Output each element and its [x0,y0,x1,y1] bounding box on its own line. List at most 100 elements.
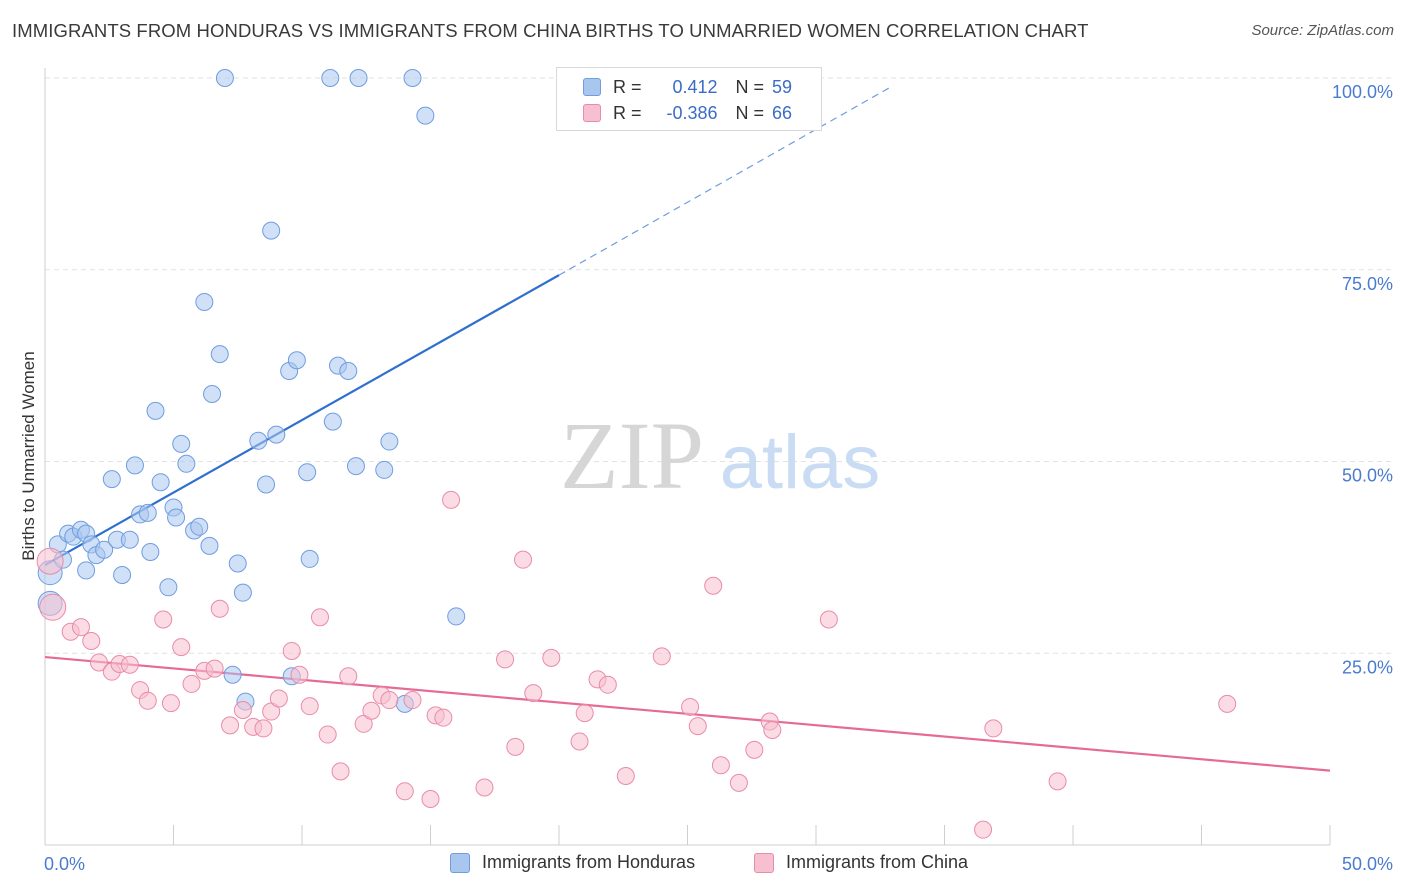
china-legend-swatch-icon [754,852,774,873]
r-label: R = [613,76,642,97]
honduras-point [177,454,196,473]
china-point [161,694,180,713]
china-point [745,740,764,759]
axis-labels: 25.0% 50.0% 75.0% 100.0% 0.0% 50.0% [44,82,1393,874]
china-point [704,576,723,595]
stats-legend-row-china: R = -0.386 N = 66 [583,101,792,125]
data-points [36,69,1237,839]
china-point [82,631,101,650]
china-point [154,610,173,629]
honduras-point [77,561,96,580]
honduras-point [125,456,144,475]
honduras-point [233,583,252,602]
honduras-point [339,361,358,380]
china-point [506,737,525,756]
honduras-point [346,457,365,476]
china-point [524,684,543,703]
china-point [89,653,108,672]
honduras-point [267,425,286,444]
y-tick-label: 50.0% [1342,466,1393,486]
honduras-point [349,69,368,87]
china-point [182,674,201,693]
stats-legend: R = 0.412 N = 59 R = -0.386 N = 66 [556,67,822,131]
honduras-point [403,69,422,87]
honduras-point [380,432,399,451]
legend-item-china: Immigrants from China [754,852,968,873]
y-axis-title: Births to Unmarried Women [19,351,38,560]
r-label: R = [613,102,642,123]
china-point [475,778,494,797]
y-tick-label: 100.0% [1332,82,1393,102]
honduras-point [287,351,306,370]
china-point [496,650,515,669]
r-value: -0.386 [666,102,718,123]
china-point [688,717,707,736]
china-point [290,665,309,684]
china-point [598,675,617,694]
stats-legend-row-honduras: R = 0.412 N = 59 [583,75,792,99]
y-tick-label: 75.0% [1342,274,1393,294]
china-point [729,773,748,792]
gridlines [45,77,1395,654]
china-point [269,689,288,708]
china-point [711,756,730,775]
source-label: Source: ZipAtlas.com [1251,22,1394,39]
china-swatch-icon [583,104,601,122]
honduras-point [300,549,319,568]
honduras-point [228,554,247,573]
china-point [616,766,635,785]
y-tick-label: 25.0% [1342,657,1393,677]
honduras-point [190,517,209,536]
x-tick-label-max: 50.0% [1342,854,1393,874]
honduras-point [102,470,121,489]
china-point [210,599,229,618]
honduras-trend-extension [558,85,894,276]
honduras-point [321,69,340,87]
honduras-point [447,607,466,626]
honduras-point [249,431,268,450]
honduras-point [95,540,114,559]
honduras-point [298,463,317,482]
china-point [39,593,67,621]
honduras-swatch-icon [583,78,601,96]
honduras-point [416,106,435,125]
n-value: 66 [772,102,793,123]
honduras-point [113,566,132,585]
china-point [434,708,453,727]
honduras-point [151,473,170,492]
legend-label-honduras: Immigrants from Honduras [482,852,696,872]
china-point [395,782,414,801]
china-point [254,719,273,738]
china-point [318,725,337,744]
china-point [339,667,358,686]
watermark-zip: ZIP [560,402,704,509]
honduras-point [172,434,191,453]
honduras-point [203,385,222,404]
china-point [819,610,838,629]
china-point [205,659,224,678]
honduras-legend-swatch-icon [450,852,470,873]
n-label: N = [735,76,765,97]
china-point [233,701,252,720]
honduras-point [215,69,234,87]
china-point [514,550,533,569]
honduras-point [257,475,276,494]
honduras-point [138,503,157,522]
china-point [442,490,461,509]
honduras-point [200,536,219,555]
honduras-point [223,665,242,684]
china-point [974,820,993,839]
china-point [575,704,594,723]
china-point [984,719,1003,738]
china-point [282,641,301,660]
china-point [138,691,157,710]
honduras-point [262,221,281,240]
china-point [221,716,240,735]
x-tick-label-min: 0.0% [44,854,85,874]
watermark: ZIP atlas [560,402,880,509]
china-point [542,648,561,667]
china-point [310,608,329,627]
honduras-point [120,530,139,549]
china-point [1218,694,1237,713]
